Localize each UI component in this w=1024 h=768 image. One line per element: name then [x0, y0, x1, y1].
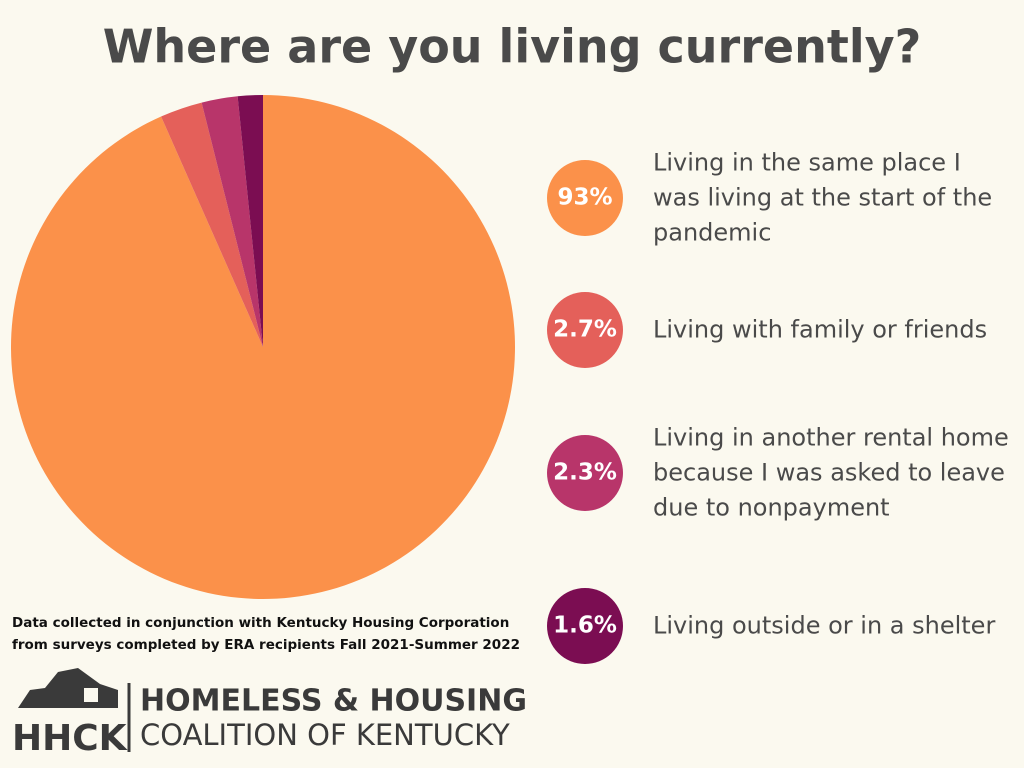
legend-label: Living in another rental home because I … — [653, 423, 1009, 522]
legend-label: Living with family or friends — [653, 315, 988, 344]
logo-icon — [18, 668, 118, 708]
legend-swatch — [547, 588, 623, 664]
value-label: 93% — [557, 185, 612, 211]
legend: 93% 2.7% 2.3% 1.6% — [547, 160, 623, 664]
legend-swatch — [547, 435, 623, 511]
value-label: 1.6% — [553, 613, 617, 639]
pie — [10, 95, 515, 600]
legend-label: Living outside or in a shelter — [653, 611, 996, 640]
pie-slice — [10, 95, 515, 600]
logo-line2: COALITION OF KENTUCKY — [140, 718, 510, 752]
pie-slice — [201, 96, 263, 347]
legend-swatch — [547, 292, 623, 368]
value-label: 2.3% — [553, 460, 617, 486]
logo-line1: HOMELESS & HOUSING — [140, 684, 527, 719]
value-label: 2.7% — [553, 317, 617, 343]
pie-slice — [237, 95, 263, 347]
logo-abbreviation: HHCK — [12, 718, 128, 759]
pie-slice — [161, 102, 263, 347]
footnote: from surveys completed by ERA recipients… — [12, 637, 520, 653]
chart-title: Where are you living currently? — [103, 20, 922, 74]
legend-label: Living in the same place I was living at… — [653, 148, 993, 247]
legend-swatch — [547, 160, 623, 236]
footnote: Data collected in conjunction with Kentu… — [12, 615, 509, 631]
